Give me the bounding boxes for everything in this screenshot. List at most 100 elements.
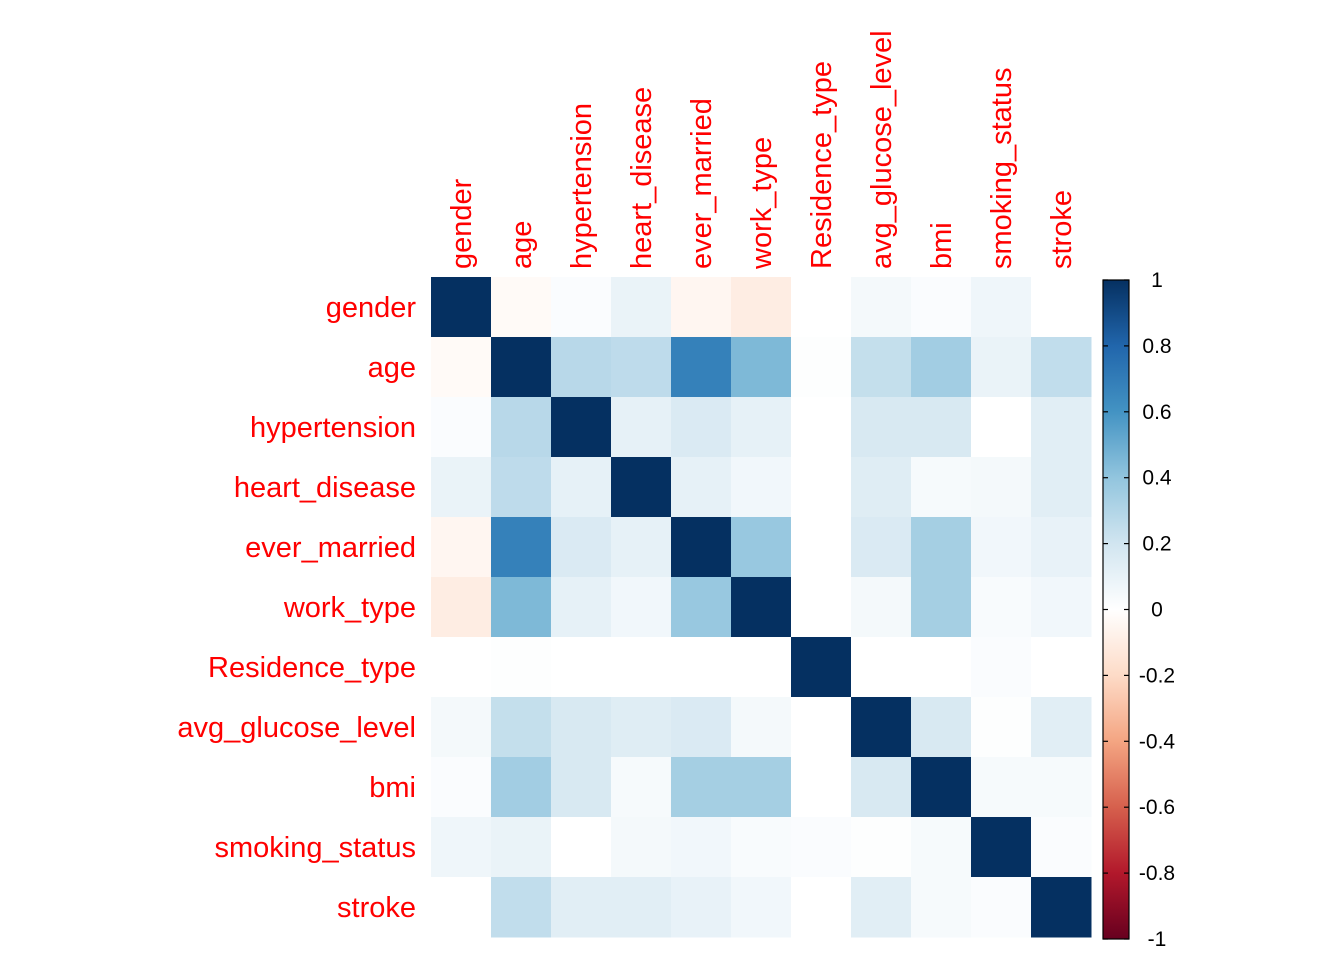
column-label-ever_married: ever_married bbox=[686, 98, 718, 269]
heatmap-cell-avg_glucose_level-stroke bbox=[1031, 697, 1092, 758]
heatmap-cell-Residence_type-bmi bbox=[911, 637, 972, 698]
heatmap-cell-smoking_status-work_type bbox=[731, 817, 792, 878]
heatmap-cell-ever_married-age bbox=[491, 517, 552, 578]
heatmap-cell-hypertension-bmi bbox=[911, 397, 972, 458]
heatmap-cell-smoking_status-hypertension bbox=[551, 817, 612, 878]
color-legend-tick-label: -1 bbox=[1148, 928, 1167, 951]
heatmap-cell-bmi-hypertension bbox=[551, 757, 612, 818]
heatmap-cell-Residence_type-ever_married bbox=[671, 637, 732, 698]
heatmap-cell-stroke-Residence_type bbox=[791, 877, 852, 938]
heatmap-cell-gender-smoking_status bbox=[971, 277, 1032, 338]
color-legend-tick-label: 0.4 bbox=[1142, 467, 1172, 490]
heatmap-cell-stroke-work_type bbox=[731, 877, 792, 938]
heatmap-cell-gender-heart_disease bbox=[611, 277, 672, 338]
heatmap-cell-hypertension-avg_glucose_level bbox=[851, 397, 912, 458]
heatmap-cell-age-smoking_status bbox=[971, 337, 1032, 398]
heatmap-cell-bmi-stroke bbox=[1031, 757, 1092, 818]
heatmap-cell-avg_glucose_level-smoking_status bbox=[971, 697, 1032, 758]
heatmap-cell-age-bmi bbox=[911, 337, 972, 398]
heatmap-cell-ever_married-smoking_status bbox=[971, 517, 1032, 578]
heatmap-cell-work_type-stroke bbox=[1031, 577, 1092, 638]
heatmap-cell-ever_married-ever_married bbox=[671, 517, 732, 578]
heatmap-cell-stroke-smoking_status bbox=[971, 877, 1032, 938]
heatmap-cell-hypertension-work_type bbox=[731, 397, 792, 458]
heatmap-cells bbox=[431, 277, 1092, 938]
heatmap-cell-age-avg_glucose_level bbox=[851, 337, 912, 398]
heatmap-cell-stroke-bmi bbox=[911, 877, 972, 938]
heatmap-cell-age-age bbox=[491, 337, 552, 398]
heatmap-cell-stroke-avg_glucose_level bbox=[851, 877, 912, 938]
heatmap-cell-bmi-ever_married bbox=[671, 757, 732, 818]
heatmap-cell-bmi-avg_glucose_level bbox=[851, 757, 912, 818]
heatmap-cell-smoking_status-ever_married bbox=[671, 817, 732, 878]
row-label-heart_disease: heart_disease bbox=[234, 472, 416, 504]
heatmap-cell-work_type-ever_married bbox=[671, 577, 732, 638]
heatmap-cell-hypertension-heart_disease bbox=[611, 397, 672, 458]
column-label-avg_glucose_level: avg_glucose_level bbox=[866, 30, 898, 269]
heatmap-cell-bmi-heart_disease bbox=[611, 757, 672, 818]
heatmap-cell-work_type-Residence_type bbox=[791, 577, 852, 638]
heatmap-cell-Residence_type-hypertension bbox=[551, 637, 612, 698]
heatmap-cell-hypertension-smoking_status bbox=[971, 397, 1032, 458]
heatmap-cell-Residence_type-stroke bbox=[1031, 637, 1092, 698]
column-labels: gender age hypertension heart_disease ever_m… bbox=[446, 30, 1078, 270]
row-label-avg_glucose_level: avg_glucose_level bbox=[177, 712, 416, 744]
row-label-bmi: bmi bbox=[369, 772, 416, 804]
heatmap-cell-smoking_status-Residence_type bbox=[791, 817, 852, 878]
heatmap-cell-heart_disease-work_type bbox=[731, 457, 792, 518]
heatmap-cell-avg_glucose_level-work_type bbox=[731, 697, 792, 758]
heatmap-cell-gender-ever_married bbox=[671, 277, 732, 338]
heatmap-cell-heart_disease-smoking_status bbox=[971, 457, 1032, 518]
heatmap-cell-bmi-smoking_status bbox=[971, 757, 1032, 818]
heatmap-cell-ever_married-gender bbox=[431, 517, 492, 578]
heatmap-cell-age-stroke bbox=[1031, 337, 1092, 398]
column-label-bmi: bmi bbox=[926, 222, 958, 269]
heatmap-cell-age-heart_disease bbox=[611, 337, 672, 398]
heatmap-cell-ever_married-work_type bbox=[731, 517, 792, 578]
heatmap-cell-ever_married-heart_disease bbox=[611, 517, 672, 578]
heatmap-cell-smoking_status-avg_glucose_level bbox=[851, 817, 912, 878]
heatmap-cell-heart_disease-stroke bbox=[1031, 457, 1092, 518]
heatmap-cell-hypertension-ever_married bbox=[671, 397, 732, 458]
heatmap-cell-ever_married-avg_glucose_level bbox=[851, 517, 912, 578]
heatmap-cell-Residence_type-age bbox=[491, 637, 552, 698]
color-legend: 1 0.8 0.6 0.4 0.2 0 -0.2 -0.4 -0.6 -0.8 -1 bbox=[1102, 269, 1175, 951]
heatmap-cell-age-work_type bbox=[731, 337, 792, 398]
heatmap-cell-hypertension-Residence_type bbox=[791, 397, 852, 458]
heatmap-cell-age-hypertension bbox=[551, 337, 612, 398]
column-label-heart_disease: heart_disease bbox=[626, 87, 658, 269]
heatmap-cell-smoking_status-smoking_status bbox=[971, 817, 1032, 878]
heatmap-cell-smoking_status-heart_disease bbox=[611, 817, 672, 878]
heatmap-cell-heart_disease-hypertension bbox=[551, 457, 612, 518]
row-label-work_type: work_type bbox=[283, 592, 416, 624]
heatmap-cell-stroke-heart_disease bbox=[611, 877, 672, 938]
heatmap-cell-heart_disease-avg_glucose_level bbox=[851, 457, 912, 518]
heatmap-cell-gender-age bbox=[491, 277, 552, 338]
color-legend-tick-label: 0.2 bbox=[1142, 533, 1171, 556]
color-legend-tick-label: 0.6 bbox=[1142, 401, 1171, 424]
heatmap-cell-heart_disease-bmi bbox=[911, 457, 972, 518]
heatmap-cell-Residence_type-work_type bbox=[731, 637, 792, 698]
heatmap-cell-Residence_type-avg_glucose_level bbox=[851, 637, 912, 698]
heatmap-cell-avg_glucose_level-hypertension bbox=[551, 697, 612, 758]
heatmap-cell-avg_glucose_level-age bbox=[491, 697, 552, 758]
heatmap-cell-stroke-ever_married bbox=[671, 877, 732, 938]
row-label-stroke: stroke bbox=[337, 892, 416, 924]
heatmap-cell-work_type-heart_disease bbox=[611, 577, 672, 638]
heatmap-cell-hypertension-age bbox=[491, 397, 552, 458]
heatmap-cell-gender-hypertension bbox=[551, 277, 612, 338]
heatmap-cell-work_type-bmi bbox=[911, 577, 972, 638]
heatmap-cell-work_type-work_type bbox=[731, 577, 792, 638]
heatmap-cell-age-gender bbox=[431, 337, 492, 398]
heatmap-cell-smoking_status-gender bbox=[431, 817, 492, 878]
heatmap-cell-gender-work_type bbox=[731, 277, 792, 338]
heatmap-cell-smoking_status-age bbox=[491, 817, 552, 878]
heatmap-cell-hypertension-gender bbox=[431, 397, 492, 458]
column-label-hypertension: hypertension bbox=[566, 103, 598, 269]
color-legend-tick-label: -0.6 bbox=[1139, 796, 1175, 819]
heatmap-cell-work_type-gender bbox=[431, 577, 492, 638]
column-label-work_type: work_type bbox=[746, 137, 778, 270]
heatmap-cell-hypertension-stroke bbox=[1031, 397, 1092, 458]
heatmap-cell-heart_disease-ever_married bbox=[671, 457, 732, 518]
